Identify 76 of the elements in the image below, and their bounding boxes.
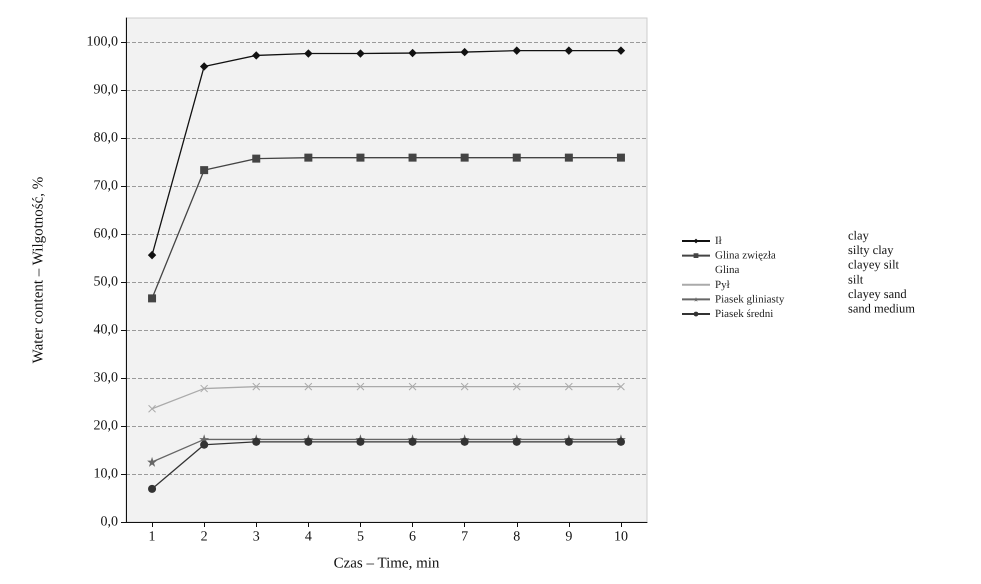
y-tick-label: 100,0 xyxy=(86,34,118,50)
legend-label: Ił xyxy=(715,235,722,247)
point xyxy=(200,384,208,393)
point xyxy=(408,154,417,162)
x-axis-title: Czas – Time, min xyxy=(334,556,440,572)
point xyxy=(200,440,208,449)
point xyxy=(356,382,364,391)
x-tick-label: 10 xyxy=(614,530,628,544)
x-tick-label: 3 xyxy=(252,530,260,544)
point xyxy=(252,438,260,446)
point xyxy=(356,438,364,446)
x-tick-label: 9 xyxy=(565,530,572,544)
point xyxy=(356,50,364,58)
legend-label: Glina zwięzła xyxy=(715,250,776,262)
y-tick-label: 90,0 xyxy=(94,82,118,98)
point xyxy=(304,50,312,58)
legend-label: Piasek średni xyxy=(715,308,774,320)
text: silty clay xyxy=(848,243,894,258)
y-tick-label: 60,0 xyxy=(94,226,118,242)
y-tick-label: 70,0 xyxy=(94,178,118,194)
point xyxy=(408,382,417,391)
text: silt xyxy=(848,272,864,286)
y-tick-label: 20,0 xyxy=(94,418,118,434)
x-tick-label: 4 xyxy=(304,530,312,544)
point xyxy=(252,154,260,163)
y-tick-label: 80,0 xyxy=(94,130,118,146)
point xyxy=(460,438,469,446)
point xyxy=(304,382,312,391)
y-tick-label: 40,0 xyxy=(94,322,118,338)
text: clayey silt xyxy=(848,258,900,272)
point xyxy=(408,49,417,58)
y-tick-label: 50,0 xyxy=(94,274,118,290)
x-tick-label: 7 xyxy=(461,530,468,544)
point xyxy=(200,166,208,174)
text: sand medium xyxy=(848,302,916,316)
point xyxy=(252,382,260,391)
point xyxy=(616,46,625,55)
y-axis-title: Water content – Wilgotność, % xyxy=(30,176,46,364)
point xyxy=(512,46,521,55)
y-tick-label: 10,0 xyxy=(94,466,118,482)
point xyxy=(616,382,625,391)
point xyxy=(512,154,521,162)
point xyxy=(148,251,156,260)
point xyxy=(304,154,312,162)
text: clay xyxy=(848,228,870,242)
point xyxy=(356,154,364,162)
x-tick-label: 1 xyxy=(148,530,156,544)
legend-label: Pył xyxy=(715,278,730,291)
text: Glina xyxy=(715,264,740,276)
point xyxy=(616,154,625,162)
x-tick-label: 8 xyxy=(513,530,520,544)
point xyxy=(512,438,521,446)
point xyxy=(460,382,469,391)
point xyxy=(148,484,156,493)
point xyxy=(564,438,573,446)
point xyxy=(512,382,521,391)
point xyxy=(616,438,625,446)
point xyxy=(148,404,156,413)
point xyxy=(564,382,573,391)
point xyxy=(408,438,417,446)
point xyxy=(252,51,260,60)
text: clayey sand xyxy=(848,286,908,301)
point xyxy=(564,46,573,55)
point xyxy=(148,458,156,466)
y-tick-label: 0,0 xyxy=(100,514,118,530)
point xyxy=(200,62,208,70)
point xyxy=(460,48,469,56)
x-tick-label: 5 xyxy=(356,530,364,544)
x-tick-label: 6 xyxy=(409,530,416,544)
x-tick-label: 2 xyxy=(200,530,208,544)
point xyxy=(148,294,156,302)
legend-label: Piasek gliniasty xyxy=(715,293,785,306)
point xyxy=(304,438,312,446)
point xyxy=(564,154,573,162)
y-tick-label: 30,0 xyxy=(94,370,118,386)
point xyxy=(460,154,469,162)
